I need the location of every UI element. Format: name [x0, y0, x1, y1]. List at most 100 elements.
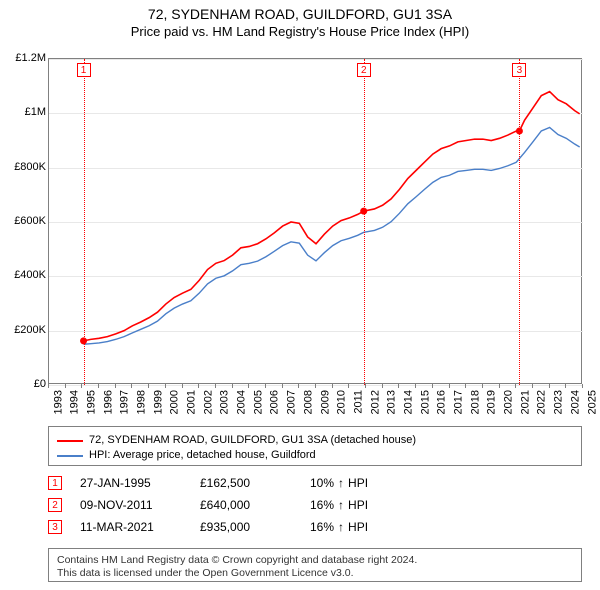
sale-index-badge: 3 — [48, 520, 62, 534]
arrow-up-icon: ↑ — [338, 520, 344, 534]
x-tick-label: 2019 — [486, 390, 498, 414]
y-tick-label: £200K — [4, 324, 46, 336]
sale-price: £640,000 — [200, 498, 310, 512]
legend-box: 72, SYDENHAM ROAD, GUILDFORD, GU1 3SA (d… — [48, 426, 582, 466]
x-tick — [65, 384, 66, 388]
x-tick-label: 2016 — [436, 390, 448, 414]
sale-price: £935,000 — [200, 520, 310, 534]
x-tick — [265, 384, 266, 388]
series-price_paid — [84, 92, 580, 341]
x-tick-label: 2007 — [286, 390, 298, 414]
arrow-up-icon: ↑ — [338, 476, 344, 490]
x-tick-label: 2017 — [453, 390, 465, 414]
x-tick — [232, 384, 233, 388]
x-tick — [549, 384, 550, 388]
sale-index-badge: 2 — [48, 498, 62, 512]
x-tick — [415, 384, 416, 388]
sale-suffix: HPI — [348, 520, 368, 534]
sale-row: 1 27-JAN-1995£162,50010% ↑ HPI — [48, 476, 368, 490]
y-tick-label: £1.2M — [4, 52, 46, 64]
sale-pct: 16% — [310, 498, 334, 512]
x-tick — [165, 384, 166, 388]
sale-marker-line — [364, 59, 365, 385]
x-tick-label: 2003 — [219, 390, 231, 414]
x-tick-label: 1998 — [135, 390, 147, 414]
sale-row: 209-NOV-2011£640,00016%↑HPI — [48, 498, 368, 512]
legend-label: 72, SYDENHAM ROAD, GUILDFORD, GU1 3SA (d… — [89, 433, 416, 448]
x-tick-label: 2002 — [202, 390, 214, 414]
sale-row: 3 11-MAR-2021£935,00016% ↑ HPI — [48, 520, 368, 534]
y-tick-label: £600K — [4, 215, 46, 227]
x-tick — [532, 384, 533, 388]
sale-delta: 16%↑HPI — [310, 498, 368, 512]
legend-swatch — [57, 440, 83, 442]
x-tick-label: 2010 — [336, 390, 348, 414]
x-tick-label: 2006 — [269, 390, 281, 414]
sale-marker-line — [84, 59, 85, 385]
x-tick — [332, 384, 333, 388]
sale-date: 27-JAN-1995 — [80, 476, 200, 490]
legend-swatch — [57, 455, 83, 457]
sale-marker-line — [519, 59, 520, 385]
x-tick-label: 2022 — [536, 390, 548, 414]
sale-marker-badge: 2 — [357, 63, 371, 77]
attribution-box: Contains HM Land Registry data © Crown c… — [48, 548, 582, 582]
x-tick — [48, 384, 49, 388]
x-axis: 1993199419951996199719981999200020012002… — [48, 384, 582, 424]
x-tick-label: 2014 — [402, 390, 414, 414]
x-tick-label: 2025 — [586, 390, 598, 414]
sale-marker-badge: 1 — [77, 63, 91, 77]
y-tick-label: £0 — [4, 378, 46, 390]
x-tick — [248, 384, 249, 388]
sale-price: £162,500 — [200, 476, 310, 490]
chart-container: 72, SYDENHAM ROAD, GUILDFORD, GU1 3SA Pr… — [0, 0, 600, 590]
chart-subtitle: Price paid vs. HM Land Registry's House … — [0, 22, 600, 43]
x-tick-label: 1993 — [52, 390, 64, 414]
x-tick — [298, 384, 299, 388]
x-tick — [499, 384, 500, 388]
x-tick-label: 1997 — [119, 390, 131, 414]
sale-date: 11-MAR-2021 — [80, 520, 200, 534]
sale-marker-badge: 3 — [512, 63, 526, 77]
x-tick-label: 2000 — [169, 390, 181, 414]
x-tick-label: 2008 — [302, 390, 314, 414]
x-tick — [131, 384, 132, 388]
x-tick — [582, 384, 583, 388]
x-tick — [432, 384, 433, 388]
x-tick — [382, 384, 383, 388]
sale-pct: 10% — [310, 476, 334, 490]
x-tick-label: 2004 — [236, 390, 248, 414]
x-tick-label: 2023 — [553, 390, 565, 414]
x-tick-label: 2001 — [186, 390, 198, 414]
sale-pct: 16% — [310, 520, 334, 534]
plot-area: 1 2 3 — [48, 58, 582, 384]
arrow-up-icon: ↑ — [338, 498, 344, 512]
x-tick-label: 1996 — [102, 390, 114, 414]
x-tick — [182, 384, 183, 388]
sale-delta: 10% ↑ HPI — [310, 476, 368, 490]
y-tick-label: £400K — [4, 269, 46, 281]
x-tick-label: 2013 — [386, 390, 398, 414]
x-tick-label: 2015 — [419, 390, 431, 414]
x-tick-label: 2009 — [319, 390, 331, 414]
x-tick — [81, 384, 82, 388]
sale-suffix: HPI — [348, 476, 368, 490]
y-tick-label: £1M — [4, 106, 46, 118]
x-tick — [215, 384, 216, 388]
sale-index-badge: 1 — [48, 476, 62, 490]
sale-delta: 16% ↑ HPI — [310, 520, 368, 534]
x-tick — [449, 384, 450, 388]
x-tick — [198, 384, 199, 388]
legend-item: 72, SYDENHAM ROAD, GUILDFORD, GU1 3SA (d… — [57, 433, 573, 448]
x-tick — [482, 384, 483, 388]
x-tick — [348, 384, 349, 388]
x-tick — [115, 384, 116, 388]
x-tick-label: 2018 — [469, 390, 481, 414]
chart-title: 72, SYDENHAM ROAD, GUILDFORD, GU1 3SA — [0, 0, 600, 22]
x-tick-label: 1995 — [85, 390, 97, 414]
legend-label: HPI: Average price, detached house, Guil… — [89, 448, 316, 463]
legend-item: HPI: Average price, detached house, Guil… — [57, 448, 573, 463]
y-axis: £0£200K£400K£600K£800K£1M£1.2M — [0, 58, 48, 384]
x-tick-label: 2005 — [252, 390, 264, 414]
x-tick — [515, 384, 516, 388]
